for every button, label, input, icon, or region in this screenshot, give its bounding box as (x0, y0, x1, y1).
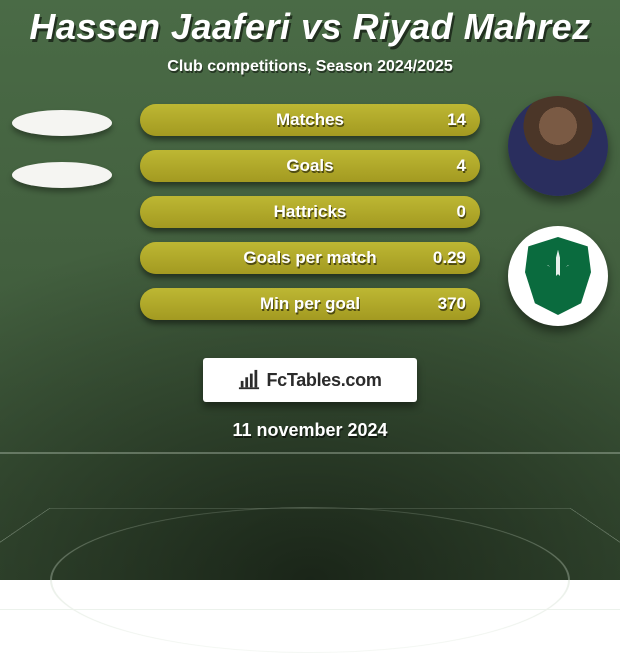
stat-label: Goals (286, 156, 333, 176)
stat-label: Min per goal (260, 294, 360, 314)
stat-bars: Matches 14 Goals 4 Hattricks 0 Goals per… (140, 104, 480, 320)
brand-badge: FcTables.com (203, 358, 417, 402)
stat-bar-min-per-goal: Min per goal 370 (140, 288, 480, 320)
comparison-stage: Matches 14 Goals 4 Hattricks 0 Goals per… (0, 104, 620, 344)
stat-bar-goals-per-match: Goals per match 0.29 (140, 242, 480, 274)
brand-text: FcTables.com (266, 370, 381, 391)
content: Hassen Jaaferi vs Riyad Mahrez Club comp… (0, 0, 620, 441)
club-right-crest (508, 226, 608, 326)
stat-right-value: 14 (447, 110, 466, 130)
stat-bar-matches: Matches 14 (140, 104, 480, 136)
page-title: Hassen Jaaferi vs Riyad Mahrez (0, 0, 620, 48)
stat-right-value: 0.29 (433, 248, 466, 268)
date-text: 11 november 2024 (0, 420, 620, 441)
stat-label: Goals per match (243, 248, 376, 268)
stat-label: Matches (276, 110, 344, 130)
avatar-placeholder-shape (12, 162, 112, 188)
stat-right-value: 4 (457, 156, 466, 176)
player-left-avatar (12, 104, 112, 204)
stat-bar-goals: Goals 4 (140, 150, 480, 182)
bar-chart-icon (238, 369, 260, 391)
avatar-placeholder-shape (12, 110, 112, 136)
player-right-avatar (508, 96, 608, 196)
subtitle: Club competitions, Season 2024/2025 (0, 58, 620, 76)
stat-label: Hattricks (274, 202, 347, 222)
shield-icon (525, 237, 591, 315)
stat-right-value: 370 (438, 294, 466, 314)
stat-right-value: 0 (457, 202, 466, 222)
stat-bar-hattricks: Hattricks 0 (140, 196, 480, 228)
